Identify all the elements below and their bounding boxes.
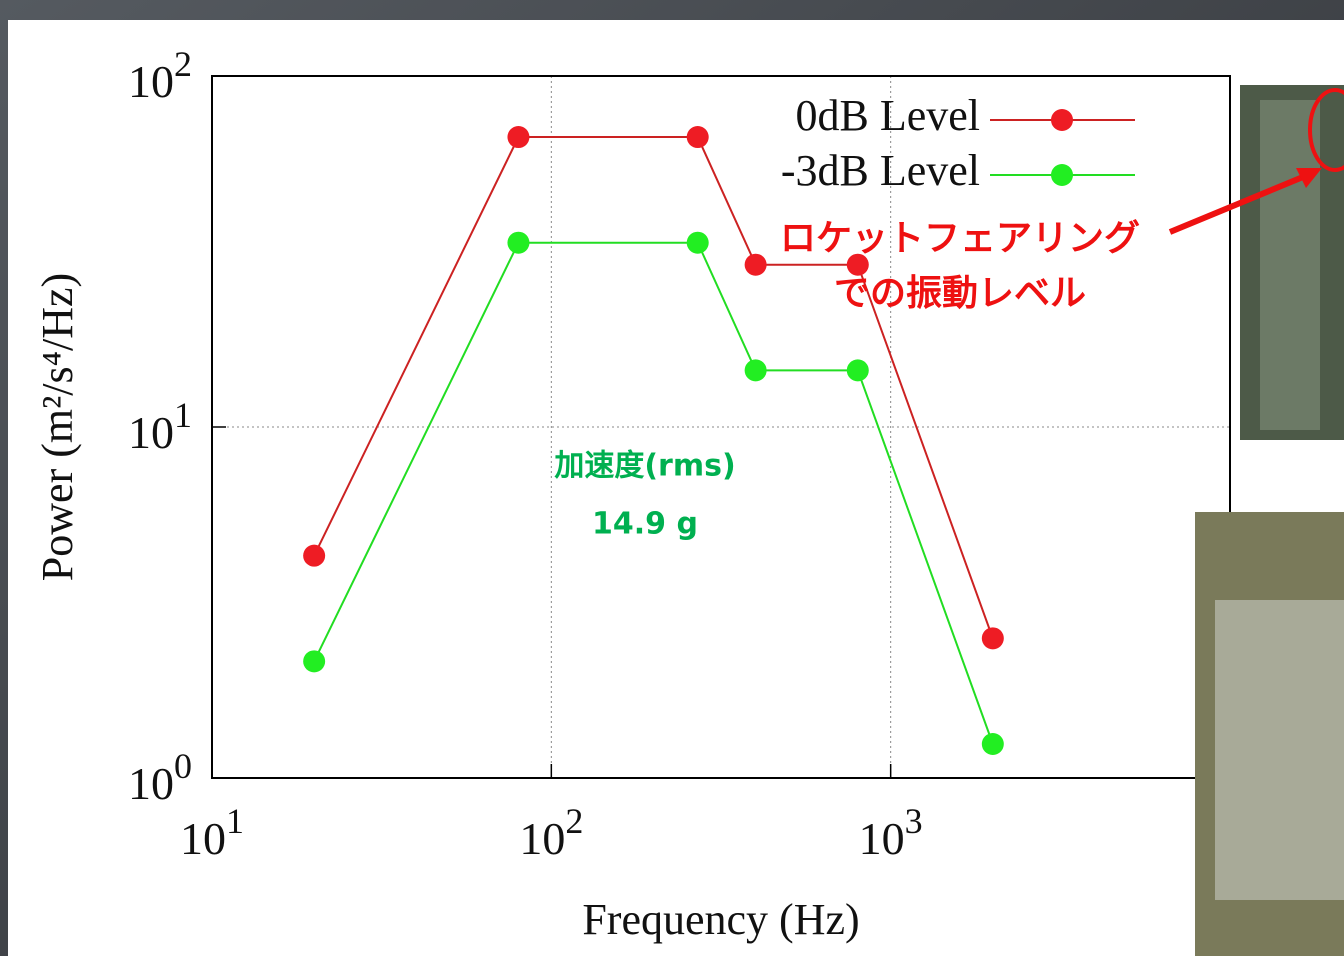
annotation-arrowhead [1296,168,1322,188]
photo-highlight [1308,88,1344,172]
legend-label: 0dB Level [795,91,980,140]
x-tick-label: 101 [180,801,244,863]
photos [1168,85,1344,956]
legend-marker [1051,164,1073,186]
x-tick-label: 102 [519,801,583,863]
data-point [507,126,530,149]
shaker-photo-detail [1215,600,1344,900]
data-point [744,359,767,382]
annotation: 加速度(rms) [554,449,735,484]
data-point [507,231,530,254]
legend-marker [1051,109,1073,131]
data-point [303,650,326,673]
rocket-photo-detail [1260,100,1320,430]
y-tick-label: 101 [128,395,192,457]
series-line [313,241,994,745]
data-point [981,732,1004,755]
y-axis-label: Power (m²/s⁴/Hz) [33,273,82,581]
y-tick-label: 100 [128,746,192,808]
annotation: 14.9 g [592,507,698,542]
plot-frame [211,75,1231,779]
data-point [846,253,869,276]
x-axis-label: Frequency (Hz) [582,895,859,944]
annotation-arrow [1168,169,1317,235]
data-point [846,359,869,382]
data-point [303,544,326,567]
data-point [686,231,709,254]
annotation: ロケットフェアリング [780,218,1140,259]
data-point [744,253,767,276]
series-line [313,136,994,639]
data-point [981,627,1004,650]
y-tick-label: 102 [128,44,192,106]
x-tick-label: 103 [859,801,923,863]
legend-label: -3dB Level [781,146,980,195]
data-point [686,126,709,149]
annotation: での振動レベル [834,273,1086,314]
